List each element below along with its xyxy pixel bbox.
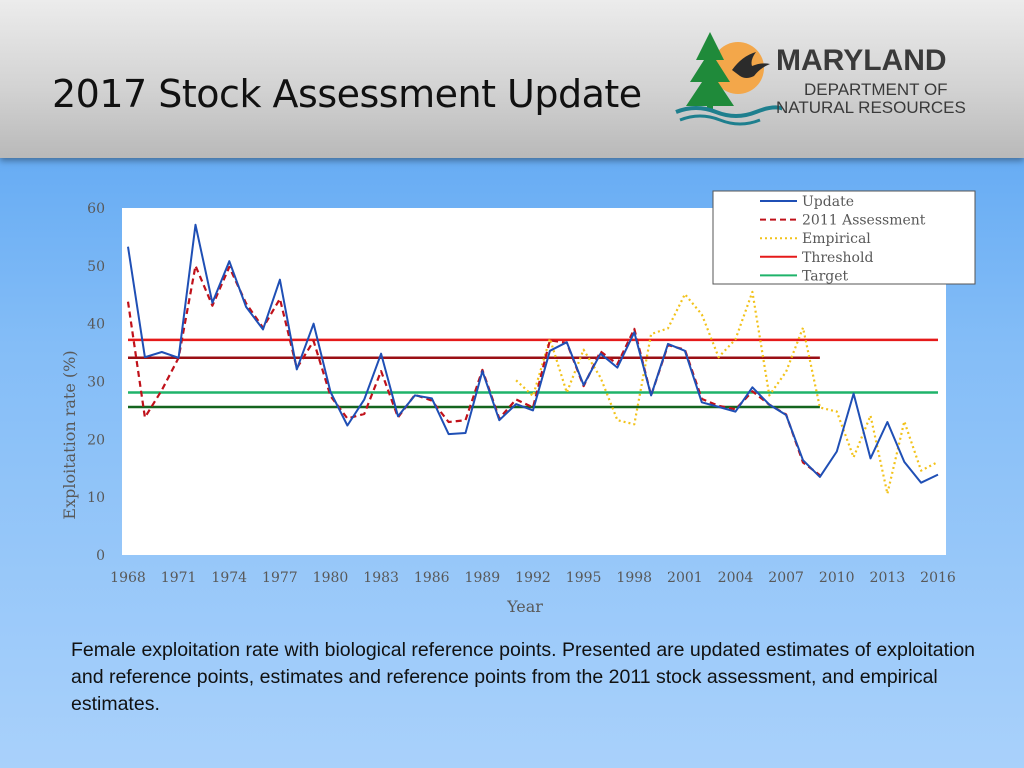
logo-text-department: DEPARTMENT OF (804, 80, 948, 99)
x-tick-label: 2007 (768, 570, 804, 586)
y-axis-ticks: 0 10 20 30 40 50 60 (87, 201, 105, 564)
series-line-update (127, 223, 939, 484)
x-tick-label: 1977 (262, 570, 298, 586)
slide-caption: Female exploitation rate with biological… (71, 639, 976, 715)
legend-label: Update (802, 194, 854, 210)
y-tick-label: 30 (87, 375, 105, 391)
legend-label: Threshold (802, 250, 873, 266)
x-tick-label: 2001 (667, 570, 703, 586)
logo-text-natural-resources: NATURAL RESOURCES (776, 98, 966, 117)
dnr-logo: MARYLAND DEPARTMENT OF NATURAL RESOURCES (672, 30, 992, 126)
legend-label: 2011 Assessment (802, 213, 926, 229)
y-axis-label: Exploitation rate (%) (60, 350, 79, 519)
x-tick-label: 1968 (110, 570, 146, 586)
x-axis-ticks: 1968 1971 1974 1977 1980 1983 1986 1989 1992 1995… (110, 570, 956, 586)
y-tick-label: 20 (87, 432, 105, 448)
x-tick-label: 2010 (819, 570, 855, 586)
x-tick-label: 1995 (566, 570, 602, 586)
legend: Update 2011 Assessment Empirical Threshold T… (712, 190, 976, 285)
x-tick-label: 1983 (363, 570, 399, 586)
legend-box (712, 190, 976, 285)
x-tick-label: 2004 (718, 570, 754, 586)
x-tick-label: 1971 (161, 570, 197, 586)
legend-label: Target (802, 268, 849, 284)
data-series (126, 223, 939, 495)
heron-tree-logo-icon (675, 32, 782, 126)
x-tick-label: 1989 (465, 570, 501, 586)
slide-header: 2017 Stock Assessment Update MARYLAND DE… (0, 0, 1024, 158)
slide-title: 2017 Stock Assessment Update (52, 72, 642, 116)
x-tick-label: 2016 (920, 570, 956, 586)
series-line-2011-assessment (126, 264, 821, 477)
y-tick-label: 0 (96, 548, 105, 564)
y-tick-label: 50 (87, 259, 105, 275)
x-tick-label: 1992 (515, 570, 551, 586)
x-tick-label: 2013 (870, 570, 906, 586)
x-tick-label: 1974 (211, 570, 247, 586)
logo-text-maryland: MARYLAND (776, 44, 947, 77)
x-tick-label: 1980 (313, 570, 349, 586)
legend-entries: Update 2011 Assessment Empirical Threshold T… (760, 194, 926, 284)
x-tick-label: 1986 (414, 570, 450, 586)
legend-label: Empirical (802, 231, 871, 247)
series-line-empirical (515, 290, 939, 495)
y-tick-label: 40 (87, 317, 105, 333)
x-axis-label: Year (506, 597, 543, 616)
y-tick-label: 60 (87, 201, 105, 217)
y-tick-label: 10 (87, 490, 105, 506)
x-tick-label: 1998 (616, 570, 652, 586)
